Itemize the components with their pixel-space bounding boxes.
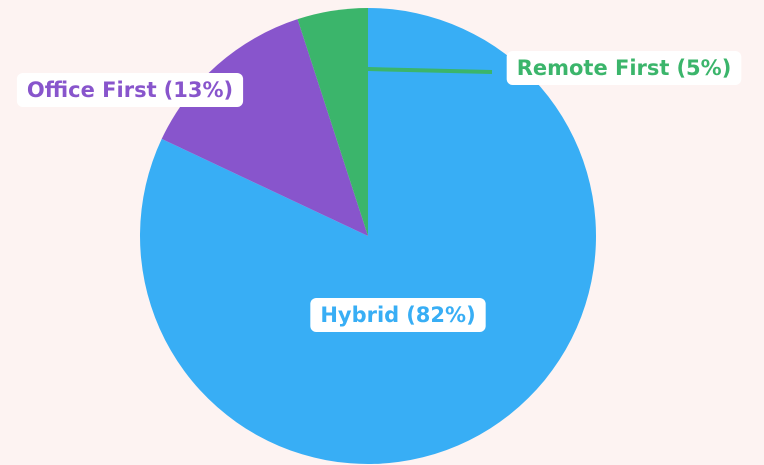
label-value: (5%) [676,56,731,80]
slice-label: Hybrid (82%) [310,298,486,332]
label-category: Hybrid [320,303,399,327]
label-box [506,51,742,85]
pie-slice [297,8,368,236]
slice-label: Remote First (5%) [506,51,742,85]
label-value: (13%) [164,78,233,102]
slice-label: Office First (13%) [16,73,244,107]
label-category: Remote First [517,56,670,80]
label-text: Office First (13%) [27,78,233,102]
label-category: Office First [27,78,157,102]
label-box [310,298,486,332]
label-box [16,73,244,107]
label-value: (82%) [406,303,475,327]
label-text: Remote First (5%) [517,56,732,80]
label-text: Hybrid (82%) [320,303,475,327]
leader-line [367,67,493,74]
